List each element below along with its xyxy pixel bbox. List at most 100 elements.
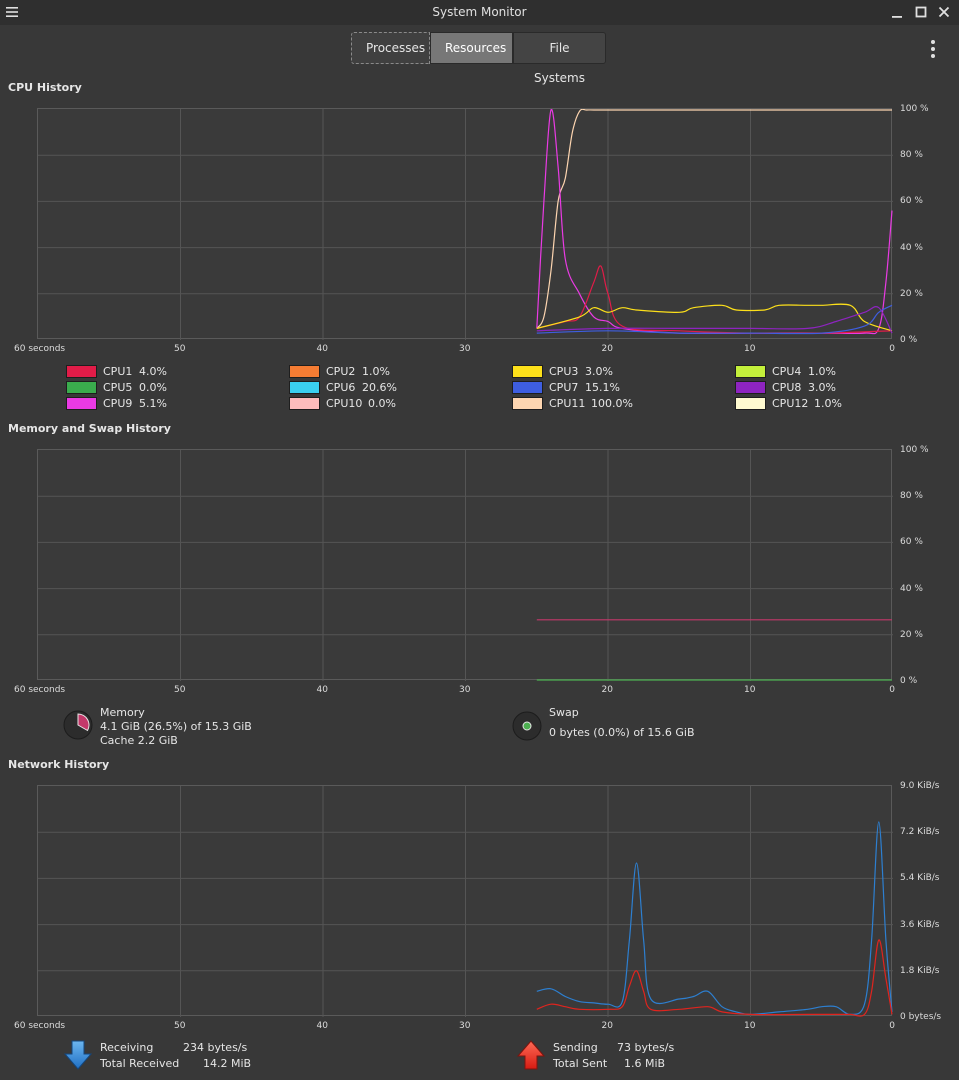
- network-y-tick-label: 5.4 KiB/s: [900, 873, 940, 884]
- cpu-legend-name: CPU2: [326, 364, 356, 378]
- color-swatch-button[interactable]: [66, 364, 97, 378]
- cpu-legend-value: 15.1%: [585, 380, 620, 394]
- cpu-legend-item-cpu8: CPU8 3.0%: [735, 380, 836, 394]
- hamburger-menu-icon[interactable]: [4, 4, 20, 20]
- cpu-legend-value: 4.0%: [139, 364, 167, 378]
- minimize-icon[interactable]: [889, 4, 905, 20]
- cpu-series-cpu1: [536, 265, 893, 334]
- cpu-y-tick-label: 40 %: [900, 242, 923, 253]
- swap-usage: 0 bytes (0.0%) of 15.6 GiB: [549, 726, 695, 739]
- memory-x-tick-label: 0: [889, 685, 895, 695]
- color-swatch-button[interactable]: [735, 364, 766, 378]
- tab-resources[interactable]: Resources: [430, 32, 513, 64]
- total-received-value: 14.2 MiB: [203, 1057, 252, 1070]
- cpu-legend-value: 1.0%: [814, 396, 842, 410]
- network-y-tick-label: 1.8 KiB/s: [900, 965, 940, 976]
- network-y-tick-label: 3.6 KiB/s: [900, 919, 940, 930]
- swap-info: Swap 0 bytes (0.0%) of 15.6 GiB: [549, 706, 695, 740]
- swap-pie-icon[interactable]: [512, 711, 542, 741]
- sending-info: Sending 73 bytes/s Total Sent 1.6 MiB: [553, 1040, 753, 1072]
- memory-x-tick-label: 10: [744, 685, 756, 695]
- sending-label: Sending: [553, 1041, 598, 1054]
- receiving-arrow-icon: [63, 1040, 93, 1070]
- cpu-series-cpu3: [536, 303, 893, 332]
- cpu-x-tick-label: 0: [889, 344, 895, 354]
- memory-x-tick-label: 40: [316, 685, 328, 695]
- cpu-legend-value: 1.0%: [808, 364, 836, 378]
- color-swatch-button[interactable]: [66, 396, 97, 410]
- swap-label: Swap: [549, 706, 579, 719]
- cpu-legend-name: CPU1: [103, 364, 133, 378]
- network-x-tick-label: 50: [174, 1021, 186, 1031]
- memory-usage: 4.1 GiB (26.5%) of 15.3 GiB: [100, 720, 252, 733]
- cpu-x-tick-label: 30: [459, 344, 471, 354]
- cpu-series-cpu8: [536, 306, 893, 334]
- cpu-x-tick-label: 20: [601, 344, 613, 354]
- color-swatch-button[interactable]: [735, 380, 766, 394]
- cpu-x-tick-label: 50: [174, 344, 186, 354]
- tab-file-systems[interactable]: File Systems: [513, 32, 606, 85]
- cpu-legend-value: 3.0%: [585, 364, 613, 378]
- cpu-series-cpu11: [536, 109, 892, 329]
- kebab-menu-icon[interactable]: [925, 39, 941, 59]
- network-x-tick-label: 10: [744, 1021, 756, 1031]
- network-x-tick-label: 20: [601, 1021, 613, 1031]
- cpu-legend-name: CPU8: [772, 380, 802, 394]
- cpu-y-tick-label: 60 %: [900, 196, 923, 207]
- cpu-legend-name: CPU12: [772, 396, 809, 410]
- color-swatch-button[interactable]: [512, 364, 543, 378]
- color-swatch-button[interactable]: [289, 364, 320, 378]
- color-swatch-button[interactable]: [66, 380, 97, 394]
- cpu-history-graph: [37, 108, 893, 340]
- color-swatch-button[interactable]: [512, 396, 543, 410]
- cpu-legend-item-cpu1: CPU1 4.0%: [66, 364, 167, 378]
- cpu-x-tick-label: 60 seconds: [14, 344, 66, 354]
- color-swatch-button[interactable]: [512, 380, 543, 394]
- cpu-series-cpu9: [536, 109, 893, 335]
- memory-y-tick-label: 0 %: [900, 676, 918, 686]
- cpu-legend-value: 0.0%: [368, 396, 396, 410]
- network-y-tick-label: 9.0 KiB/s: [900, 781, 940, 791]
- close-icon[interactable]: [936, 4, 952, 20]
- maximize-icon[interactable]: [913, 4, 929, 20]
- cpu-legend-name: CPU7: [549, 380, 579, 394]
- total-sent-label: Total Sent: [553, 1057, 608, 1070]
- cpu-x-tick-label: 10: [744, 344, 756, 354]
- cpu-legend-value: 5.1%: [139, 396, 167, 410]
- cpu-legend-value: 20.6%: [362, 380, 397, 394]
- memory-label: Memory: [100, 706, 145, 719]
- cpu-legend-item-cpu4: CPU4 1.0%: [735, 364, 836, 378]
- memory-pie-icon[interactable]: [63, 710, 93, 740]
- toolbar: Processes Resources File Systems: [0, 25, 959, 85]
- cpu-legend-item-cpu7: CPU7 15.1%: [512, 380, 620, 394]
- cpu-legend-name: CPU6: [326, 380, 356, 394]
- memory-history-title: Memory and Swap History: [8, 422, 171, 435]
- memory-y-tick-label: 100 %: [900, 445, 929, 455]
- cpu-legend-item-cpu2: CPU2 1.0%: [289, 364, 390, 378]
- network-history-title: Network History: [8, 758, 110, 771]
- network-x-tick-label: 30: [459, 1021, 471, 1031]
- cpu-y-tick-label: 20 %: [900, 288, 923, 299]
- memory-x-tick-label: 20: [601, 685, 613, 695]
- tab-processes[interactable]: Processes: [351, 32, 430, 64]
- cpu-legend-item-cpu9: CPU9 5.1%: [66, 396, 167, 410]
- cpu-history-plot: [38, 109, 893, 340]
- color-swatch-button[interactable]: [289, 396, 320, 410]
- network-series-receiving: [536, 821, 893, 1016]
- memory-cache: Cache 2.2 GiB: [100, 734, 178, 747]
- view-switcher: Processes Resources File Systems: [351, 32, 606, 85]
- total-sent-value: 1.6 MiB: [624, 1057, 666, 1070]
- cpu-legend-name: CPU5: [103, 380, 133, 394]
- memory-y-tick-label: 20 %: [900, 629, 923, 640]
- network-y-tick-label: 0 bytes/s: [900, 1012, 942, 1022]
- cpu-series-cpu7: [536, 304, 893, 335]
- network-series-sending: [536, 939, 893, 1017]
- network-x-tick-label: 60 seconds: [14, 1021, 66, 1031]
- cpu-legend-value: 1.0%: [362, 364, 390, 378]
- color-swatch-button[interactable]: [289, 380, 320, 394]
- window-title: System Monitor: [432, 5, 527, 19]
- cpu-y-tick-label: 100 %: [900, 104, 929, 114]
- color-swatch-button[interactable]: [735, 396, 766, 410]
- memory-x-tick-label: 60 seconds: [14, 685, 66, 695]
- memory-y-tick-label: 80 %: [900, 491, 923, 502]
